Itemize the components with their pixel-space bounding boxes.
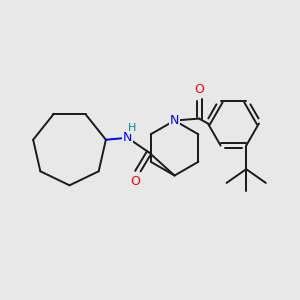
Text: H: H [128, 123, 136, 133]
Text: O: O [194, 82, 204, 96]
Text: N: N [170, 114, 179, 127]
Text: N: N [123, 131, 132, 144]
Text: O: O [130, 176, 140, 188]
